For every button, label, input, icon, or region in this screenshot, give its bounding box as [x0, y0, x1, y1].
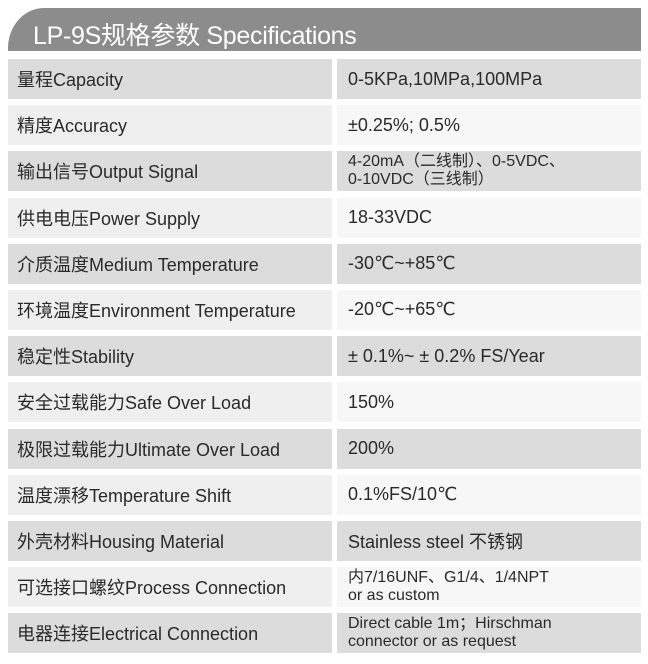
- spec-row: 安全过载能力Safe Over Load 150%: [8, 382, 641, 423]
- spec-value: -20℃~+65℃: [337, 289, 641, 330]
- spec-header: LP-9S规格参数 Specifications: [8, 8, 641, 51]
- spec-label: 电器连接Electrical Connection: [8, 613, 332, 654]
- spec-value: -30℃~+85℃: [337, 243, 641, 284]
- spec-row: 量程Capacity 0-5KPa,10MPa,100MPa: [8, 59, 641, 99]
- spec-label: 极限过载能力Ultimate Over Load: [8, 428, 332, 469]
- spec-label: 温度漂移Temperature Shift: [8, 474, 332, 515]
- spec-row: 外壳材料Housing Material Stainless steel 不锈钢: [8, 520, 641, 561]
- spec-row: 温度漂移Temperature Shift 0.1%FS/10℃: [8, 474, 641, 515]
- spec-label: 精度Accuracy: [8, 105, 332, 146]
- spec-value: 200%: [337, 428, 641, 469]
- spec-label: 可选接口螺纹Process Connection: [8, 567, 332, 608]
- spec-label: 环境温度Environment Temperature: [8, 289, 332, 330]
- spec-row: 可选接口螺纹Process Connection 内7/16UNF、G1/4、1/…: [8, 567, 641, 608]
- spec-value: 0.1%FS/10℃: [337, 474, 641, 515]
- page-title: LP-9S规格参数 Specifications: [33, 22, 357, 50]
- spec-label: 输出信号Output Signal: [8, 151, 332, 192]
- spec-label: 量程Capacity: [8, 59, 332, 99]
- spec-row: 输出信号Output Signal 4-20mA（二线制）、0-5VDC、 0-1…: [8, 151, 641, 192]
- spec-row: 极限过载能力Ultimate Over Load 200%: [8, 428, 641, 469]
- spec-value: 内7/16UNF、G1/4、1/4NPT or as custom: [337, 567, 641, 608]
- spec-value: Direct cable 1m；Hirschman connector or a…: [337, 613, 641, 654]
- spec-value: ± 0.1%~ ± 0.2% FS/Year: [337, 336, 641, 377]
- spec-label: 外壳材料Housing Material: [8, 520, 332, 561]
- spec-row: 稳定性Stability ± 0.1%~ ± 0.2% FS/Year: [8, 336, 641, 377]
- spec-value: 0-5KPa,10MPa,100MPa: [337, 59, 641, 99]
- spec-row: 供电电压Power Supply 18-33VDC: [8, 197, 641, 238]
- spec-row: 精度Accuracy ±0.25%; 0.5%: [8, 105, 641, 146]
- spec-label: 供电电压Power Supply: [8, 197, 332, 238]
- spec-row: 环境温度Environment Temperature -20℃~+65℃: [8, 289, 641, 330]
- spec-value: 18-33VDC: [337, 197, 641, 238]
- spec-value: ±0.25%; 0.5%: [337, 105, 641, 146]
- spec-value: 150%: [337, 382, 641, 423]
- spec-label: 安全过载能力Safe Over Load: [8, 382, 332, 423]
- spec-row: 电器连接Electrical Connection Direct cable 1m…: [8, 613, 641, 654]
- spec-label: 介质温度Medium Temperature: [8, 243, 332, 284]
- spec-label: 稳定性Stability: [8, 336, 332, 377]
- spec-value: Stainless steel 不锈钢: [337, 520, 641, 561]
- spec-row: 介质温度Medium Temperature -30℃~+85℃: [8, 243, 641, 284]
- spec-value: 4-20mA（二线制）、0-5VDC、 0-10VDC（三线制）: [337, 151, 641, 192]
- spec-table: 量程Capacity 0-5KPa,10MPa,100MPa 精度Accuracy ±…: [8, 59, 641, 659]
